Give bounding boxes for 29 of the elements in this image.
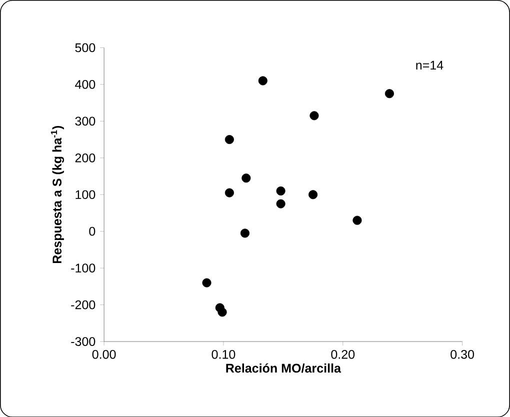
annotation: n=14	[416, 60, 444, 70]
point	[240, 228, 250, 238]
y-tick-label: 200	[75, 153, 96, 162]
x-tick-label: 0.10	[212, 350, 236, 359]
point	[308, 190, 318, 199]
point	[384, 88, 394, 98]
point	[202, 278, 212, 288]
y-tick-label: 500	[75, 43, 96, 52]
point	[242, 173, 251, 182]
x-tick-label: 0.30	[450, 350, 474, 359]
x-tick-label: 0.00	[92, 350, 116, 359]
point	[276, 199, 286, 208]
y-tick-label: 0	[89, 226, 96, 236]
point	[218, 307, 227, 316]
y-tick-label: -200	[71, 300, 96, 310]
y-tick-label: 400	[75, 80, 96, 89]
x-axis-title: Relación MO/arcilla	[226, 363, 342, 373]
y-tick-label: 300	[75, 116, 96, 126]
point	[352, 216, 362, 225]
y-tick-label: -300	[71, 336, 96, 346]
y-axis-title: Respuesta a S (kg ha$^{-1}$)	[50, 126, 64, 263]
x-tick-label: 0.20	[331, 350, 355, 359]
point	[224, 134, 234, 144]
point	[224, 188, 234, 198]
point	[310, 110, 319, 120]
y-tick-label: -100	[71, 263, 96, 272]
point	[276, 186, 286, 196]
y-tick-label: 100	[76, 190, 96, 199]
point	[258, 76, 268, 86]
